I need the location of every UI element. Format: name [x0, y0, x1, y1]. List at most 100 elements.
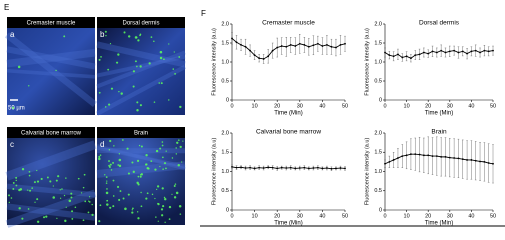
micrograph: [97, 138, 185, 225]
data-point: [285, 167, 288, 169]
x-axis-label: Time (Min): [425, 221, 453, 227]
cell: [88, 201, 91, 203]
data-point: [461, 50, 464, 53]
cell: [105, 182, 108, 184]
data-point: [335, 46, 337, 49]
cell: [157, 202, 160, 206]
cell: [12, 188, 15, 190]
image-header: [7, 17, 95, 28]
data-point: [410, 57, 412, 60]
cell: [68, 199, 72, 203]
cell: [131, 211, 134, 214]
cell: [74, 206, 77, 209]
x-tick-label: 30: [297, 103, 303, 109]
data-point: [244, 167, 247, 169]
cell: [165, 167, 167, 170]
cell: [28, 170, 31, 173]
data-point: [470, 159, 473, 161]
y-tick-label: 2.0: [374, 130, 382, 136]
vessel: [6, 68, 96, 79]
cell: [172, 68, 175, 70]
cell: [163, 162, 167, 165]
cell: [52, 196, 55, 199]
cell: [98, 157, 101, 161]
cell: [59, 189, 61, 191]
cell: [179, 145, 182, 149]
x-tick-label: 20: [425, 213, 431, 219]
cell: [131, 161, 134, 164]
cell: [55, 69, 57, 72]
y-tick-label: 0.5: [374, 78, 382, 84]
data-point: [448, 50, 451, 53]
data-point: [405, 154, 408, 157]
y-tick-label: 1.0: [221, 169, 229, 175]
data-point: [307, 167, 310, 170]
cell: [118, 158, 122, 162]
chart-title: Brain: [431, 129, 447, 136]
x-tick-label: 0: [383, 213, 386, 219]
data-point: [457, 51, 460, 54]
cell: [134, 60, 137, 63]
cell: [139, 104, 142, 107]
y-tick-label: 0: [226, 97, 229, 103]
data-point: [384, 162, 386, 165]
data-point: [388, 54, 391, 57]
cell: [31, 187, 34, 189]
data-point: [422, 154, 425, 157]
cell: [104, 174, 106, 176]
data-point: [461, 158, 464, 161]
y-tick-label: 1.0: [374, 169, 382, 175]
cell: [165, 150, 167, 152]
cell: [119, 190, 122, 192]
cell: [136, 101, 139, 104]
cell: [175, 147, 177, 149]
data-point: [414, 54, 417, 57]
image-header: [97, 17, 185, 28]
data-point: [321, 167, 324, 170]
data-point: [401, 56, 404, 59]
cell: [146, 163, 148, 165]
cell: [159, 56, 163, 60]
image-letter: c: [10, 140, 14, 149]
cell: [157, 220, 159, 222]
cell: [154, 197, 156, 200]
cell: [36, 169, 38, 172]
cell: [179, 213, 182, 215]
cell: [158, 82, 161, 84]
cell: [65, 177, 67, 179]
cell: [36, 220, 40, 223]
cell: [105, 34, 107, 37]
data-point: [392, 159, 395, 161]
cell: [105, 191, 109, 195]
y-tick-label: 0: [226, 207, 229, 213]
data-point: [466, 52, 468, 55]
cell: [160, 208, 164, 211]
cell: [154, 168, 157, 171]
x-tick-label: 50: [342, 213, 348, 219]
data-point: [457, 157, 460, 160]
cell: [21, 168, 25, 171]
cell: [162, 156, 164, 159]
vessel: [96, 41, 186, 68]
cell: [12, 181, 15, 184]
cell: [71, 210, 74, 213]
cell: [117, 53, 120, 56]
cell: [63, 35, 66, 38]
cell: [98, 91, 101, 94]
cell: [132, 85, 135, 88]
cell: [80, 192, 83, 194]
scale-bar-label: 50 µm: [8, 106, 25, 112]
cell: [174, 72, 177, 75]
cell: [57, 175, 60, 178]
cell: [162, 204, 165, 208]
data-line: [231, 38, 346, 60]
data-point: [492, 49, 494, 52]
cell: [124, 207, 127, 211]
cell: [77, 177, 80, 180]
x-tick-label: 50: [490, 103, 496, 109]
y-tick-label: 0.5: [374, 188, 382, 194]
data-point: [294, 45, 297, 47]
cell: [161, 141, 164, 143]
data-point: [344, 167, 346, 170]
cell: [56, 217, 58, 219]
